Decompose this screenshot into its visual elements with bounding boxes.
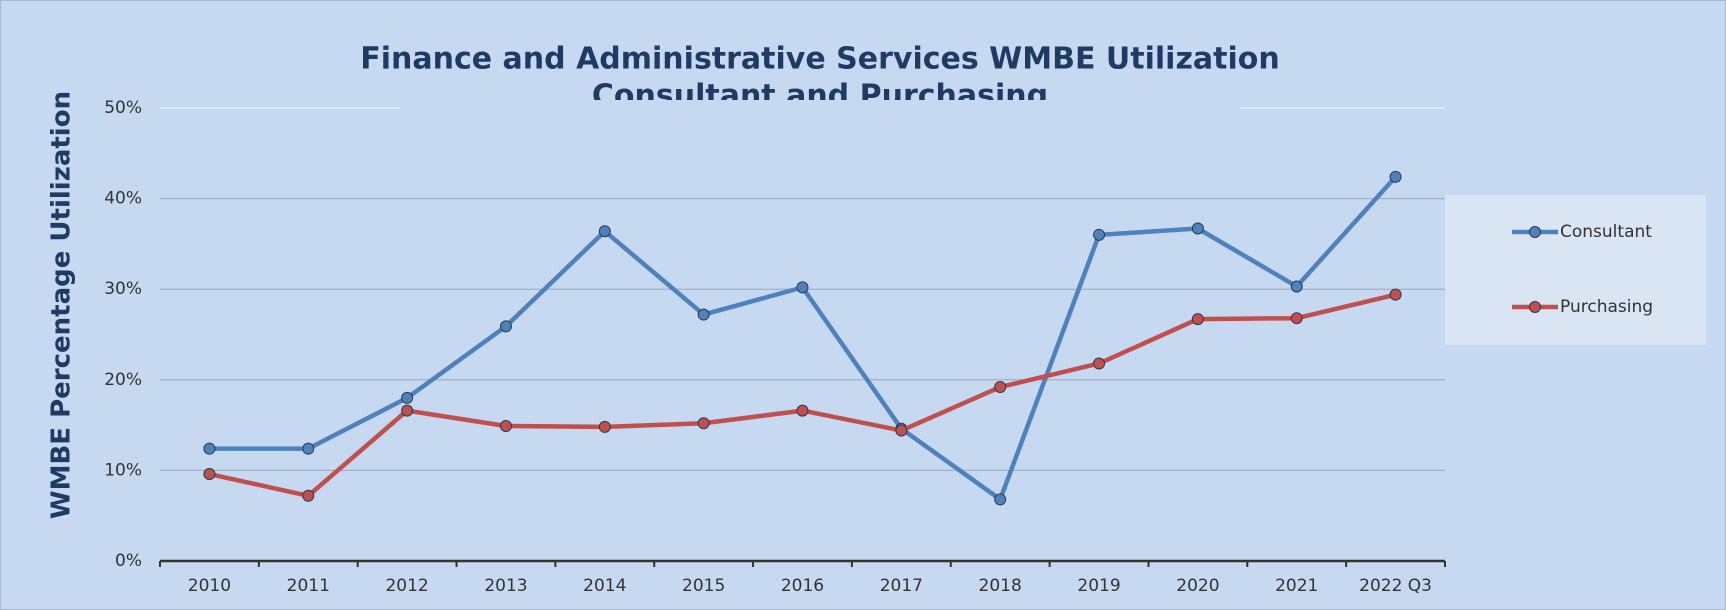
x-tick-label: 2014 (583, 576, 626, 596)
data-point (796, 281, 809, 294)
data-point (1191, 313, 1204, 326)
x-tick-label: 2012 (385, 576, 428, 596)
data-point (1290, 280, 1303, 293)
data-point (1093, 228, 1106, 241)
x-tick-label: 2015 (682, 576, 725, 596)
data-point (895, 424, 908, 437)
x-tick-label: 2019 (1077, 576, 1120, 596)
chart-title: Finance and Administrative Services WMBE… (360, 42, 1280, 77)
data-point (598, 225, 611, 238)
data-point (203, 442, 216, 455)
title-backdrop (400, 100, 1240, 118)
y-tick-label: 10% (104, 460, 142, 480)
x-tick-label: 2013 (484, 576, 527, 596)
data-point (697, 417, 710, 430)
x-tick-label: 2020 (1176, 576, 1219, 596)
data-point (302, 442, 315, 455)
legend-box (1445, 195, 1706, 345)
x-tick-label: 2022 Q3 (1359, 576, 1432, 596)
data-point (1389, 288, 1402, 301)
y-tick-label: 0% (115, 551, 142, 571)
data-point (203, 468, 216, 481)
y-tick-label: 20% (104, 370, 142, 390)
y-tick-label: 50% (104, 98, 142, 118)
data-point (1389, 170, 1402, 183)
y-tick-label: 40% (104, 189, 142, 209)
legend-marker (1529, 301, 1541, 313)
y-tick-label: 30% (104, 279, 142, 299)
data-point (697, 308, 710, 321)
data-point (499, 320, 512, 333)
x-tick-label: 2010 (188, 576, 231, 596)
x-tick-label: 2018 (979, 576, 1022, 596)
x-tick-label: 2021 (1275, 576, 1318, 596)
data-point (598, 420, 611, 433)
data-point (1290, 312, 1303, 325)
data-point (994, 381, 1007, 394)
legend-marker (1529, 226, 1541, 238)
data-point (401, 404, 414, 417)
data-point (1093, 357, 1106, 370)
y-axis-title: WMBE Percentage Utilization (47, 91, 77, 519)
legend-label: Purchasing (1560, 297, 1653, 317)
x-tick-label: 2011 (287, 576, 330, 596)
legend-label: Consultant (1560, 222, 1652, 242)
x-tick-label: 2016 (781, 576, 824, 596)
data-point (401, 391, 414, 404)
x-tick-label: 2017 (880, 576, 923, 596)
data-point (796, 404, 809, 417)
data-point (1191, 222, 1204, 235)
data-point (302, 489, 315, 502)
data-point (499, 420, 512, 433)
data-point (994, 493, 1007, 506)
